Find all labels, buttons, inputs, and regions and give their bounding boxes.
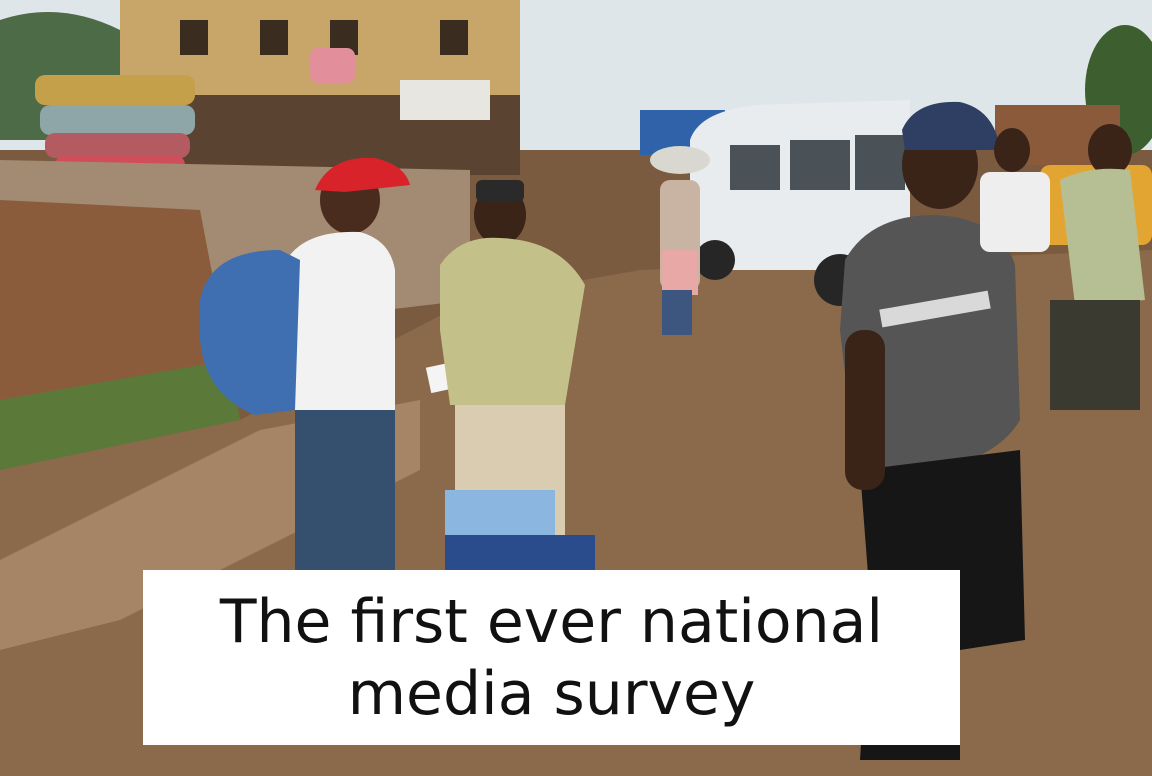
grass-strip — [0, 360, 240, 470]
caption-line-1: The first ever national — [219, 586, 884, 657]
man-red-cap — [200, 157, 483, 570]
blue-boxes — [445, 490, 595, 570]
caption-box: The first ever national media survey — [143, 570, 960, 745]
man-white-shirt — [980, 128, 1050, 252]
shop-signboard — [400, 80, 490, 120]
distant-pedestrian — [650, 146, 710, 335]
man-far-right — [1050, 124, 1145, 410]
caption-line-2: media survey — [347, 658, 756, 729]
